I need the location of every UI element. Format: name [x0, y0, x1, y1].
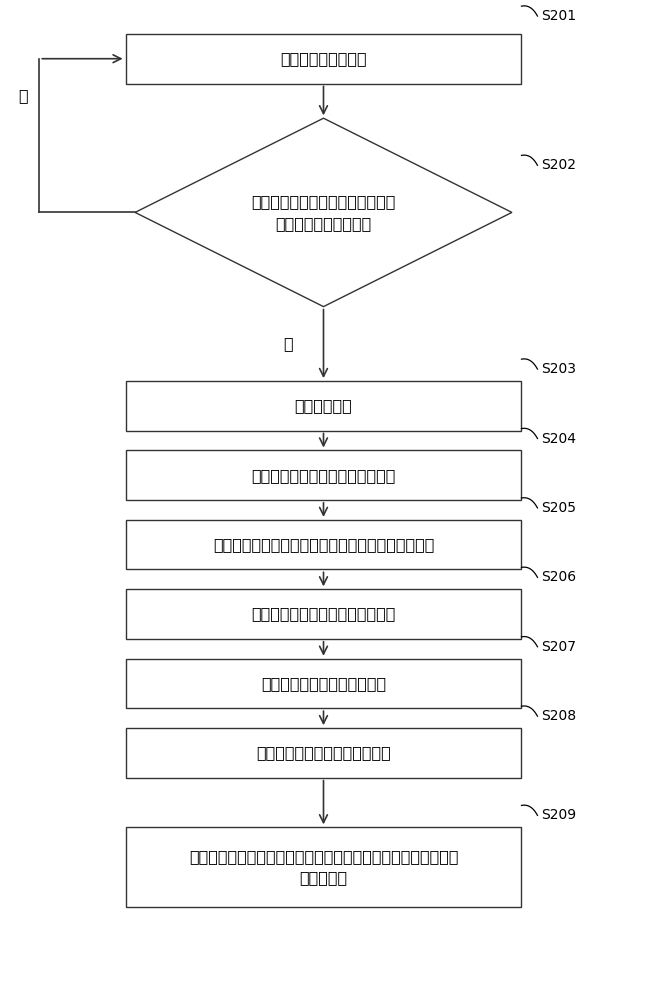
Text: S202: S202 — [541, 158, 576, 172]
Text: S203: S203 — [541, 362, 576, 376]
Text: 执行对电子墨水屏的显示锁定操作: 执行对电子墨水屏的显示锁定操作 — [251, 607, 396, 622]
Text: 获取终端当前的地理位置信息: 获取终端当前的地理位置信息 — [261, 676, 386, 691]
FancyBboxPatch shape — [126, 381, 521, 431]
FancyBboxPatch shape — [126, 659, 521, 708]
Text: 将预设信息推送至预先设置的电子墨水屏上进行显示: 将预设信息推送至预先设置的电子墨水屏上进行显示 — [213, 537, 434, 552]
Text: 是: 是 — [283, 336, 293, 351]
Text: 根据异常指令选择相应的预设信息: 根据异常指令选择相应的预设信息 — [251, 468, 396, 483]
FancyBboxPatch shape — [126, 728, 521, 778]
Text: 检测在预设时间内加速度值的变化
是否超过预设变化阈值: 检测在预设时间内加速度值的变化 是否超过预设变化阈值 — [251, 194, 396, 231]
FancyBboxPatch shape — [126, 520, 521, 569]
Text: 当检测出在预设时间内未接收到用户输入的显示解锁操作，发出
警报提示音: 当检测出在预设时间内未接收到用户输入的显示解锁操作，发出 警报提示音 — [189, 849, 458, 885]
FancyBboxPatch shape — [126, 450, 521, 500]
Text: 否: 否 — [19, 88, 28, 103]
Text: S204: S204 — [541, 432, 576, 446]
FancyBboxPatch shape — [126, 589, 521, 639]
Text: 生成异常指令: 生成异常指令 — [294, 398, 353, 413]
Text: S206: S206 — [541, 570, 576, 584]
Text: S209: S209 — [541, 808, 576, 822]
Text: 获取终端的加速度值: 获取终端的加速度值 — [280, 51, 367, 66]
Text: S201: S201 — [541, 9, 576, 23]
Text: S205: S205 — [541, 501, 576, 515]
FancyBboxPatch shape — [126, 34, 521, 84]
Text: 发送安全提示信息至预设联系人: 发送安全提示信息至预设联系人 — [256, 745, 391, 760]
FancyBboxPatch shape — [126, 827, 521, 907]
Polygon shape — [135, 118, 512, 307]
Text: S207: S207 — [541, 640, 576, 654]
Text: S208: S208 — [541, 709, 576, 723]
